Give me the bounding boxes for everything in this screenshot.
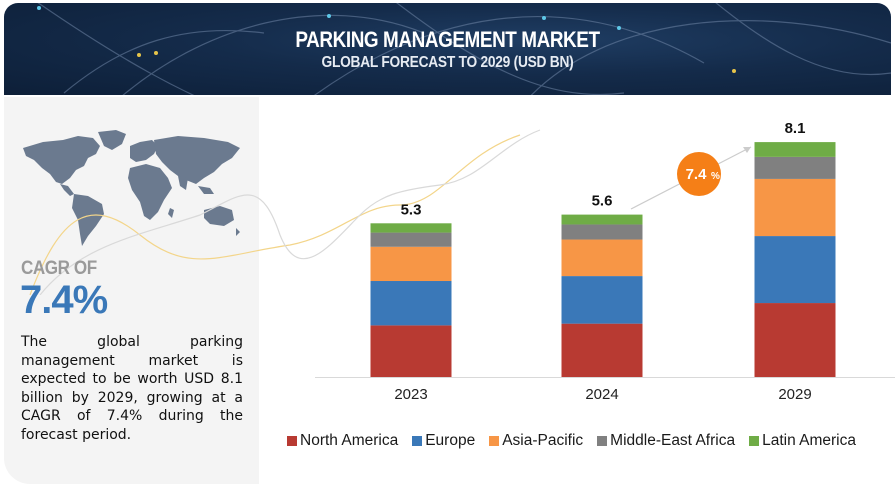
bar-segment-middle-east-africa-2023 — [370, 232, 452, 247]
legend-item-latin-america: Latin America — [749, 432, 856, 450]
chart-legend: North America Europe Asia-Pacific Middle-Ea… — [287, 432, 856, 450]
banner-decoration — [37, 3, 891, 95]
bar-segment-north-america-2023 — [370, 325, 452, 377]
legend-label: North America — [300, 432, 399, 449]
page-title: PARKING MANAGEMENT MARKET — [295, 27, 600, 52]
stacked-bar-chart: 5.3 2023 5.6 2024 8.1 2029 7.4% — [315, 120, 895, 403]
legend-item-north-america: North America — [287, 432, 398, 450]
legend-item-middle-east-africa: Middle-East Africa — [597, 432, 735, 450]
bar-segment-europe-2023 — [370, 281, 452, 326]
bar-segment-asia-pacific-2029 — [754, 178, 836, 237]
bar-segment-asia-pacific-2023 — [370, 246, 452, 282]
growth-badge-unit: % — [711, 171, 720, 182]
legend-label: Europe — [425, 432, 476, 449]
total-label-2024: 5.6 — [592, 193, 613, 210]
chart-area: 5.3 2023 5.6 2024 8.1 2029 7.4% — [259, 97, 895, 495]
legend-label: Asia-Pacific — [502, 432, 584, 449]
cagr-label: CAGR OF — [21, 258, 97, 279]
bar-segment-middle-east-africa-2024 — [561, 224, 643, 240]
bar-segment-latin-america-2029 — [754, 142, 836, 157]
decorative-curves — [29, 129, 541, 295]
world-map-icon — [23, 130, 240, 246]
growth-badge — [677, 152, 721, 196]
x-tick-label-2023: 2023 — [394, 386, 427, 403]
growth-badge-value: 7.4 — [686, 166, 708, 183]
bar-segment-europe-2029 — [754, 236, 836, 304]
x-tick-label-2024: 2024 — [585, 386, 618, 403]
legend-label: Middle-East Africa — [610, 432, 736, 449]
summary-description: The global parking management market is … — [21, 334, 243, 443]
bar-segment-north-america-2024 — [561, 323, 643, 377]
legend-item-asia-pacific: Asia-Pacific — [489, 432, 583, 450]
total-label-2023: 5.3 — [401, 201, 422, 218]
legend-item-europe: Europe — [412, 432, 475, 450]
cagr-value: 7.4% — [20, 278, 108, 322]
bar-segment-latin-america-2023 — [370, 223, 452, 233]
legend-label: Latin America — [762, 432, 856, 449]
total-label-2029: 8.1 — [785, 120, 806, 137]
bar-segment-asia-pacific-2024 — [561, 239, 643, 277]
bar-segment-north-america-2029 — [754, 303, 836, 377]
legend-swatch — [287, 436, 297, 446]
legend-swatch — [412, 436, 423, 446]
bar-segment-europe-2024 — [561, 276, 643, 324]
legend-swatch — [749, 436, 760, 446]
bar-segment-middle-east-africa-2029 — [754, 156, 836, 179]
page-subtitle: GLOBAL FORECAST TO 2029 (USD BN) — [321, 54, 574, 71]
legend-swatch — [597, 436, 608, 446]
header-banner: PARKING MANAGEMENT MARKET GLOBAL FORECAS… — [4, 3, 891, 95]
bar-segment-latin-america-2024 — [561, 214, 643, 225]
growth-arrow-head — [743, 147, 751, 153]
x-tick-label-2029: 2029 — [778, 386, 811, 403]
legend-swatch — [489, 436, 500, 446]
